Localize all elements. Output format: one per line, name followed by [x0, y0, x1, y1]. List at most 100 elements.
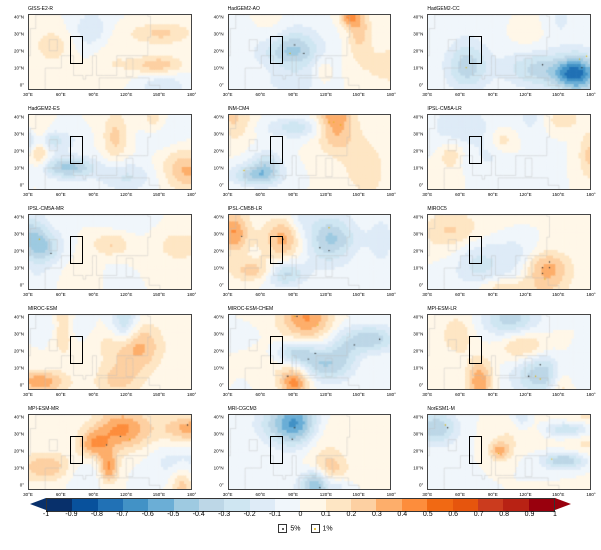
y-tick: 30°N	[214, 232, 224, 237]
map-canvas	[229, 315, 391, 389]
x-tick: 60°E	[255, 492, 265, 497]
y-tick: 40°N	[413, 115, 423, 120]
highlight-box	[70, 236, 83, 264]
x-tick: 150°E	[552, 392, 564, 397]
x-tick: 120°E	[519, 292, 531, 297]
map-panel: HadGEM2-AO0°10°N20°N30°N40°N30°E60°E90°E…	[206, 6, 396, 100]
x-tick: 180°	[586, 292, 595, 297]
colorbar-tick-labels: -1-0.9-0.8-0.7-0.6-0.5-0.4-0.3-0.2-0.100…	[46, 511, 555, 521]
x-axis: 30°E60°E90°E120°E150°E180°	[28, 292, 192, 300]
y-tick: 10°N	[14, 166, 24, 171]
highlight-box	[469, 36, 482, 64]
highlight-box	[270, 436, 283, 464]
legend-swatch	[278, 524, 287, 533]
panel-title: MPI-ESM-LR	[427, 306, 456, 312]
x-tick: 120°E	[120, 192, 132, 197]
x-axis: 30°E60°E90°E120°E150°E180°	[228, 192, 392, 200]
map-panel: INM-CM40°10°N20°N30°N40°N30°E60°E90°E120…	[206, 106, 396, 200]
colorbar-tick: 0.2	[347, 511, 357, 518]
legend-swatch	[311, 524, 320, 533]
panel-title: MIROC5	[427, 206, 446, 212]
map-canvas	[229, 215, 391, 289]
y-tick: 10°N	[214, 366, 224, 371]
x-tick: 30°E	[422, 92, 432, 97]
map-panel: MIROC-ESM-CHEM0°10°N20°N30°N40°N30°E60°E…	[206, 306, 396, 400]
y-tick: 20°N	[214, 149, 224, 154]
y-tick: 20°N	[14, 149, 24, 154]
y-tick: 20°N	[214, 49, 224, 54]
significance-legend: 5%1%	[30, 524, 571, 533]
y-axis: 0°10°N20°N30°N40°N	[6, 214, 26, 290]
x-axis: 30°E60°E90°E120°E150°E180°	[28, 392, 192, 400]
y-tick: 40°N	[14, 415, 24, 420]
y-tick: 30°N	[214, 32, 224, 37]
colorbar-bar	[46, 498, 555, 512]
panel-title: MRI-CGCM3	[228, 406, 257, 412]
colorbar-tick: -0.7	[116, 511, 128, 518]
x-tick: 150°E	[552, 92, 564, 97]
colorbar-segment	[148, 499, 173, 511]
y-tick: 10°N	[214, 266, 224, 271]
highlight-box	[469, 136, 482, 164]
y-tick: 0°	[419, 183, 423, 188]
y-axis: 0°10°N20°N30°N40°N	[206, 414, 226, 490]
y-tick: 20°N	[14, 49, 24, 54]
x-tick: 120°E	[120, 292, 132, 297]
y-tick: 30°N	[413, 332, 423, 337]
colorbar-segment	[199, 499, 224, 511]
y-axis: 0°10°N20°N30°N40°N	[6, 414, 26, 490]
x-tick: 60°E	[455, 192, 465, 197]
panel-title: HadGEM2-CC	[427, 6, 459, 12]
x-axis: 30°E60°E90°E120°E150°E180°	[427, 192, 591, 200]
panel-title: NorESM1-M	[427, 406, 455, 412]
map-plot	[228, 114, 392, 190]
x-tick: 90°E	[288, 292, 298, 297]
highlight-box	[469, 436, 482, 464]
x-tick: 90°E	[488, 392, 498, 397]
colorbar-tick: 0.4	[397, 511, 407, 518]
x-tick: 120°E	[120, 392, 132, 397]
highlight-box	[270, 36, 283, 64]
legend-dot-icon	[282, 528, 284, 530]
map-canvas	[29, 415, 191, 489]
y-tick: 40°N	[14, 115, 24, 120]
x-tick: 60°E	[56, 292, 66, 297]
highlight-box	[469, 336, 482, 364]
x-tick: 180°	[586, 92, 595, 97]
colorbar-tick: 0.1	[321, 511, 331, 518]
x-tick: 30°E	[223, 92, 233, 97]
colorbar: -1-0.9-0.8-0.7-0.6-0.5-0.4-0.3-0.2-0.100…	[30, 498, 571, 532]
y-tick: 0°	[419, 483, 423, 488]
map-canvas	[29, 15, 191, 89]
map-panel: NorESM1-M0°10°N20°N30°N40°N30°E60°E90°E1…	[405, 406, 595, 500]
x-tick: 150°E	[352, 192, 364, 197]
x-tick: 30°E	[422, 492, 432, 497]
y-tick: 40°N	[413, 215, 423, 220]
x-tick: 60°E	[455, 292, 465, 297]
y-tick: 0°	[219, 83, 223, 88]
x-tick: 30°E	[23, 92, 33, 97]
y-axis: 0°10°N20°N30°N40°N	[6, 114, 26, 190]
colorbar-tick: 0.6	[448, 511, 458, 518]
y-tick: 40°N	[14, 215, 24, 220]
map-canvas	[428, 115, 590, 189]
x-tick: 60°E	[255, 292, 265, 297]
highlight-box	[70, 36, 83, 64]
highlight-box	[270, 336, 283, 364]
x-tick: 180°	[586, 192, 595, 197]
colorbar-left-cap	[30, 498, 46, 510]
y-tick: 10°N	[14, 466, 24, 471]
y-tick: 0°	[219, 383, 223, 388]
y-tick: 30°N	[14, 332, 24, 337]
x-tick: 60°E	[56, 392, 66, 397]
panel-title: MIROC-ESM-CHEM	[228, 306, 274, 312]
colorbar-segment	[47, 499, 72, 511]
x-tick: 180°	[387, 492, 396, 497]
x-tick: 60°E	[255, 392, 265, 397]
y-tick: 30°N	[413, 232, 423, 237]
y-tick: 30°N	[14, 32, 24, 37]
map-plot	[28, 214, 192, 290]
x-tick: 180°	[387, 192, 396, 197]
colorbar-tick: 0	[299, 511, 303, 518]
x-tick: 60°E	[56, 192, 66, 197]
